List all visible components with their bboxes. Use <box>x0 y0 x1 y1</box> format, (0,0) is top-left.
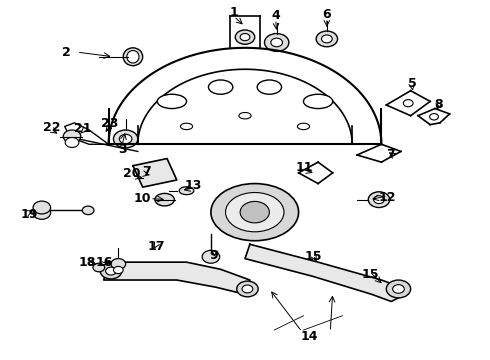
Ellipse shape <box>303 94 333 109</box>
Circle shape <box>240 33 250 41</box>
Text: 21: 21 <box>74 122 92 135</box>
Text: 20: 20 <box>123 167 141 180</box>
Circle shape <box>265 33 289 51</box>
Circle shape <box>374 196 384 203</box>
Text: 3: 3 <box>118 143 126 156</box>
Circle shape <box>93 263 105 272</box>
Circle shape <box>430 113 439 120</box>
Circle shape <box>106 267 116 275</box>
Circle shape <box>111 258 125 269</box>
Circle shape <box>33 201 50 214</box>
Ellipse shape <box>239 112 251 119</box>
Polygon shape <box>104 262 250 294</box>
Text: 7: 7 <box>142 165 150 178</box>
Text: 23: 23 <box>101 117 119 130</box>
Text: 11: 11 <box>295 161 313 174</box>
Text: 1: 1 <box>229 6 238 19</box>
Polygon shape <box>245 244 406 301</box>
Text: 4: 4 <box>271 9 280 22</box>
Text: 9: 9 <box>209 248 218 261</box>
Circle shape <box>119 134 132 144</box>
Circle shape <box>240 202 270 223</box>
Circle shape <box>386 280 411 298</box>
Circle shape <box>321 35 332 43</box>
Text: 8: 8 <box>435 99 443 112</box>
Circle shape <box>63 130 81 143</box>
Circle shape <box>82 206 94 215</box>
Text: 15: 15 <box>362 268 379 281</box>
Circle shape <box>114 130 138 148</box>
Text: 2: 2 <box>62 46 71 59</box>
Ellipse shape <box>155 193 174 206</box>
Circle shape <box>143 172 160 185</box>
Text: 13: 13 <box>184 179 201 192</box>
Text: 17: 17 <box>147 240 165 253</box>
Circle shape <box>316 31 338 47</box>
Circle shape <box>202 250 220 263</box>
Circle shape <box>100 263 122 279</box>
Text: 15: 15 <box>304 250 322 263</box>
Ellipse shape <box>179 187 194 195</box>
Text: 5: 5 <box>408 77 416 90</box>
Ellipse shape <box>297 123 310 130</box>
Circle shape <box>392 285 404 293</box>
Text: 7: 7 <box>386 148 394 162</box>
Text: 22: 22 <box>43 121 60 134</box>
Text: 14: 14 <box>301 330 318 343</box>
Circle shape <box>237 281 258 297</box>
Text: 19: 19 <box>21 208 38 221</box>
Text: 18: 18 <box>79 256 97 269</box>
Circle shape <box>33 206 50 219</box>
Text: 12: 12 <box>379 192 396 204</box>
Ellipse shape <box>211 184 298 241</box>
Ellipse shape <box>225 193 284 232</box>
Ellipse shape <box>208 80 233 94</box>
Circle shape <box>271 38 283 47</box>
Ellipse shape <box>180 123 193 130</box>
Circle shape <box>65 138 79 148</box>
Text: 16: 16 <box>96 256 113 269</box>
Polygon shape <box>133 158 177 187</box>
Circle shape <box>403 100 413 107</box>
Ellipse shape <box>123 48 143 66</box>
Text: 6: 6 <box>322 8 331 21</box>
Circle shape <box>235 30 255 44</box>
Text: 10: 10 <box>134 192 151 205</box>
Circle shape <box>114 266 123 274</box>
Ellipse shape <box>257 80 282 94</box>
Circle shape <box>368 192 390 207</box>
Ellipse shape <box>157 94 187 109</box>
Circle shape <box>242 285 253 293</box>
Ellipse shape <box>127 50 139 63</box>
